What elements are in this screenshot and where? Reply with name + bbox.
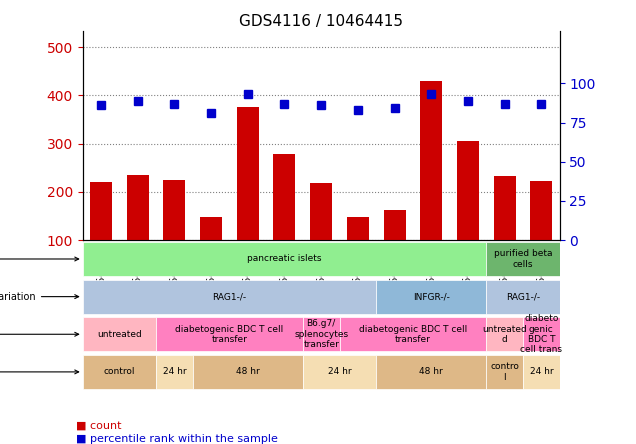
- Text: 48 hr: 48 hr: [419, 367, 443, 377]
- FancyBboxPatch shape: [83, 242, 487, 276]
- Text: RAG1-/-: RAG1-/-: [212, 292, 247, 301]
- FancyBboxPatch shape: [523, 355, 560, 389]
- Bar: [420, 81, 442, 240]
- Text: cell type: cell type: [0, 254, 79, 264]
- Text: untreated
d: untreated d: [482, 325, 527, 344]
- FancyBboxPatch shape: [193, 355, 303, 389]
- FancyBboxPatch shape: [83, 280, 377, 313]
- Text: pancreatic islets: pancreatic islets: [247, 254, 322, 263]
- Bar: [494, 176, 516, 240]
- FancyBboxPatch shape: [377, 355, 487, 389]
- FancyBboxPatch shape: [487, 355, 523, 389]
- FancyBboxPatch shape: [377, 280, 487, 313]
- Bar: [200, 218, 222, 240]
- Bar: [347, 217, 369, 240]
- Text: ■ percentile rank within the sample: ■ percentile rank within the sample: [76, 434, 278, 444]
- Text: purified beta
cells: purified beta cells: [494, 249, 552, 269]
- FancyBboxPatch shape: [303, 317, 340, 351]
- Text: genotype/variation: genotype/variation: [0, 292, 79, 301]
- Bar: [530, 181, 552, 240]
- Text: protocol: protocol: [0, 329, 79, 339]
- Text: diabetogenic BDC T cell
transfer: diabetogenic BDC T cell transfer: [359, 325, 467, 344]
- FancyBboxPatch shape: [487, 317, 523, 351]
- Text: 48 hr: 48 hr: [236, 367, 259, 377]
- Text: ■ count: ■ count: [76, 420, 122, 431]
- Text: INFGR-/-: INFGR-/-: [413, 292, 450, 301]
- Bar: [457, 141, 479, 240]
- Text: B6.g7/
splenocytes
transfer: B6.g7/ splenocytes transfer: [294, 319, 349, 349]
- Bar: [273, 154, 296, 240]
- Bar: [90, 182, 112, 240]
- Text: 24 hr: 24 hr: [328, 367, 351, 377]
- Bar: [127, 175, 149, 240]
- FancyBboxPatch shape: [340, 317, 487, 351]
- FancyBboxPatch shape: [156, 317, 303, 351]
- Bar: [384, 210, 406, 240]
- FancyBboxPatch shape: [487, 280, 560, 313]
- Text: 24 hr: 24 hr: [163, 367, 186, 377]
- Text: time: time: [0, 367, 79, 377]
- FancyBboxPatch shape: [303, 355, 377, 389]
- FancyBboxPatch shape: [156, 355, 193, 389]
- Text: untreated: untreated: [97, 330, 142, 339]
- Text: control: control: [104, 367, 135, 377]
- Text: contro
l: contro l: [490, 362, 519, 381]
- Text: RAG1-/-: RAG1-/-: [506, 292, 540, 301]
- FancyBboxPatch shape: [487, 242, 560, 276]
- Text: 24 hr: 24 hr: [530, 367, 553, 377]
- FancyBboxPatch shape: [83, 355, 156, 389]
- Title: GDS4116 / 10464415: GDS4116 / 10464415: [239, 13, 403, 28]
- Text: diabeto
genic
BDC T
cell trans: diabeto genic BDC T cell trans: [520, 314, 562, 354]
- FancyBboxPatch shape: [523, 317, 560, 351]
- Bar: [237, 107, 259, 240]
- Text: diabetogenic BDC T cell
transfer: diabetogenic BDC T cell transfer: [176, 325, 284, 344]
- Bar: [163, 180, 186, 240]
- FancyBboxPatch shape: [83, 317, 156, 351]
- Bar: [310, 183, 332, 240]
